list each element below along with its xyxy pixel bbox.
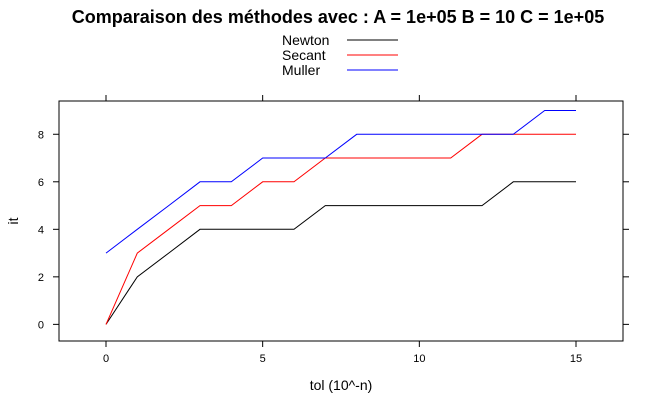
series-line-muller	[105, 110, 576, 254]
series-line-newton	[105, 181, 576, 325]
legend-label-secant: Secant	[282, 47, 326, 63]
y-tick-label: 6	[38, 177, 44, 189]
legend-label-muller: Muller	[282, 62, 320, 78]
x-tick-label: 10	[413, 353, 425, 365]
y-tick-label: 0	[38, 319, 44, 331]
legend-label-newton: Newton	[282, 32, 329, 48]
y-tick-label: 8	[38, 129, 44, 141]
x-tick-label: 15	[570, 353, 582, 365]
x-axis-label: tol (10^-n)	[310, 377, 373, 393]
y-axis-label: it	[5, 217, 21, 224]
x-tick-label: 5	[260, 353, 266, 365]
x-tick-label: 0	[103, 353, 109, 365]
y-tick-label: 4	[38, 224, 44, 236]
series-lines	[105, 110, 576, 325]
series-line-secant	[105, 133, 576, 325]
plot-frame	[58, 100, 624, 342]
y-tick-label: 2	[38, 272, 44, 284]
y-axis: 0 2 4 6 8	[38, 129, 629, 331]
x-axis: 0 5 10 15	[103, 95, 582, 365]
chart-title: Comparaison des méthodes avec : A = 1e+0…	[72, 7, 604, 27]
